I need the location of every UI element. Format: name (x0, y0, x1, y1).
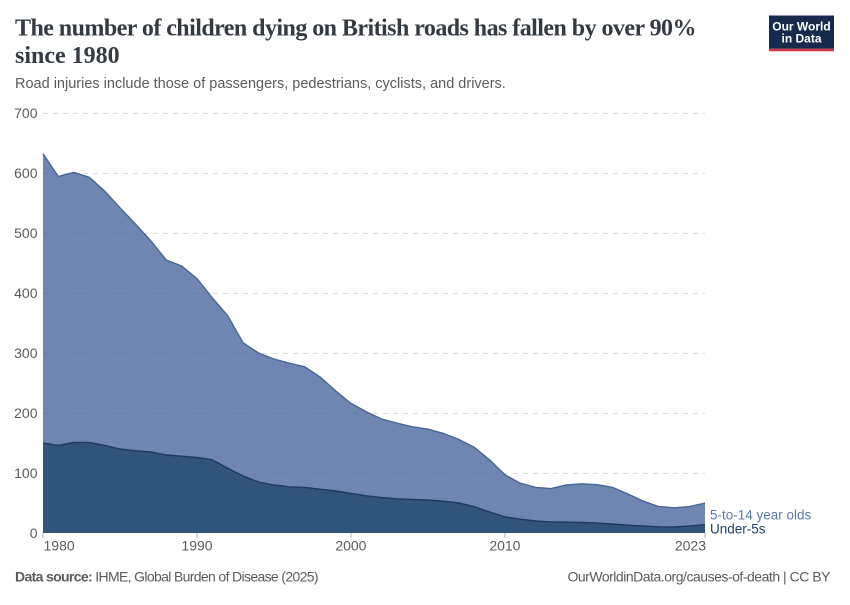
svg-text:1990: 1990 (181, 537, 212, 553)
svg-text:500: 500 (14, 225, 38, 241)
svg-text:400: 400 (14, 285, 38, 301)
svg-text:5-to-14 year olds: 5-to-14 year olds (710, 508, 812, 523)
svg-text:Road injuries include those of: Road injuries include those of passenger… (15, 76, 506, 92)
svg-text:2023: 2023 (675, 537, 706, 553)
svg-text:The number of children dying o: The number of children dying on British … (15, 16, 696, 42)
svg-text:Data source: IHME, Global Burd: Data source: IHME, Global Burden of Dise… (15, 569, 318, 585)
svg-text:700: 700 (14, 105, 38, 121)
svg-text:100: 100 (14, 465, 38, 481)
svg-text:OurWorldinData.org/causes-of-d: OurWorldinData.org/causes-of-death | CC … (567, 569, 831, 585)
svg-text:200: 200 (14, 405, 38, 421)
svg-text:Our World: Our World (772, 20, 830, 34)
svg-text:2010: 2010 (489, 537, 520, 553)
svg-text:0: 0 (30, 525, 38, 541)
svg-text:1980: 1980 (44, 537, 75, 553)
svg-text:600: 600 (14, 165, 38, 181)
svg-text:in Data: in Data (781, 32, 821, 46)
svg-text:since 1980: since 1980 (15, 43, 120, 69)
svg-text:2000: 2000 (335, 537, 366, 553)
svg-text:Under-5s: Under-5s (710, 522, 766, 537)
svg-text:300: 300 (14, 345, 38, 361)
